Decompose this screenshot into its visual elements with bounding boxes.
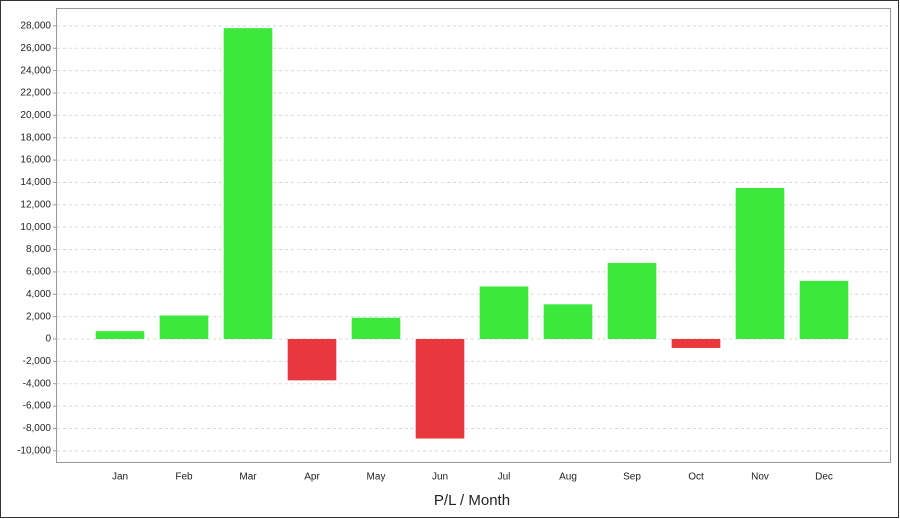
x-tick-label: Aug: [559, 472, 577, 483]
y-tick-label: -6,000: [23, 401, 52, 412]
bar: [479, 286, 529, 339]
x-tick-label: Jan: [112, 472, 128, 483]
y-tick-label: 8,000: [26, 244, 51, 255]
bar: [415, 338, 465, 439]
bar: [735, 188, 785, 339]
y-tick-label: 26,000: [20, 43, 51, 54]
y-tick-label: 20,000: [20, 110, 51, 121]
bar: [159, 315, 209, 339]
y-tick-label: 24,000: [20, 65, 51, 76]
y-tick-label: -2,000: [23, 356, 52, 367]
y-tick-label: -10,000: [17, 445, 51, 456]
bar: [671, 338, 721, 348]
bar: [95, 331, 145, 339]
y-tick-label: 4,000: [26, 289, 51, 300]
x-tick-label: Apr: [304, 472, 320, 483]
x-axis-label: P/L / Month: [434, 492, 510, 509]
bar: [351, 317, 401, 339]
y-tick-label: 0: [45, 334, 51, 345]
x-tick-label: May: [367, 472, 386, 483]
x-tick-label: Feb: [175, 472, 193, 483]
y-tick-label: 28,000: [20, 21, 51, 32]
y-tick-label: 22,000: [20, 88, 51, 99]
y-tick-label: 12,000: [20, 199, 51, 210]
x-tick-label: Oct: [688, 472, 704, 483]
x-tick-label: Mar: [239, 472, 257, 483]
y-tick-label: 18,000: [20, 132, 51, 143]
x-tick-label: Dec: [815, 472, 833, 483]
y-tick-label: 6,000: [26, 267, 51, 278]
y-tick-label: -4,000: [23, 378, 52, 389]
bar: [607, 262, 657, 339]
bar: [799, 280, 849, 339]
y-tick-label: 10,000: [20, 222, 51, 233]
y-tick-label: -8,000: [23, 423, 52, 434]
y-tick-label: 2,000: [26, 311, 51, 322]
x-tick-label: Jun: [432, 472, 448, 483]
bar: [287, 338, 337, 381]
x-tick-label: Nov: [751, 472, 769, 483]
x-tick-label: Sep: [623, 472, 641, 483]
bar: [223, 28, 273, 339]
x-tick-label: Jul: [498, 472, 511, 483]
y-tick-label: 14,000: [20, 177, 51, 188]
y-tick-label: 16,000: [20, 155, 51, 166]
bar: [543, 304, 593, 339]
